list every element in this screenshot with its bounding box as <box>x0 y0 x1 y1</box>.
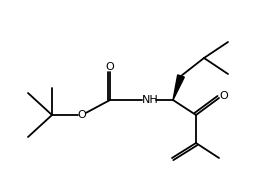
Text: O: O <box>220 91 228 101</box>
Text: O: O <box>106 62 114 72</box>
Polygon shape <box>173 75 184 100</box>
Text: O: O <box>78 110 86 120</box>
Text: NH: NH <box>142 95 158 105</box>
